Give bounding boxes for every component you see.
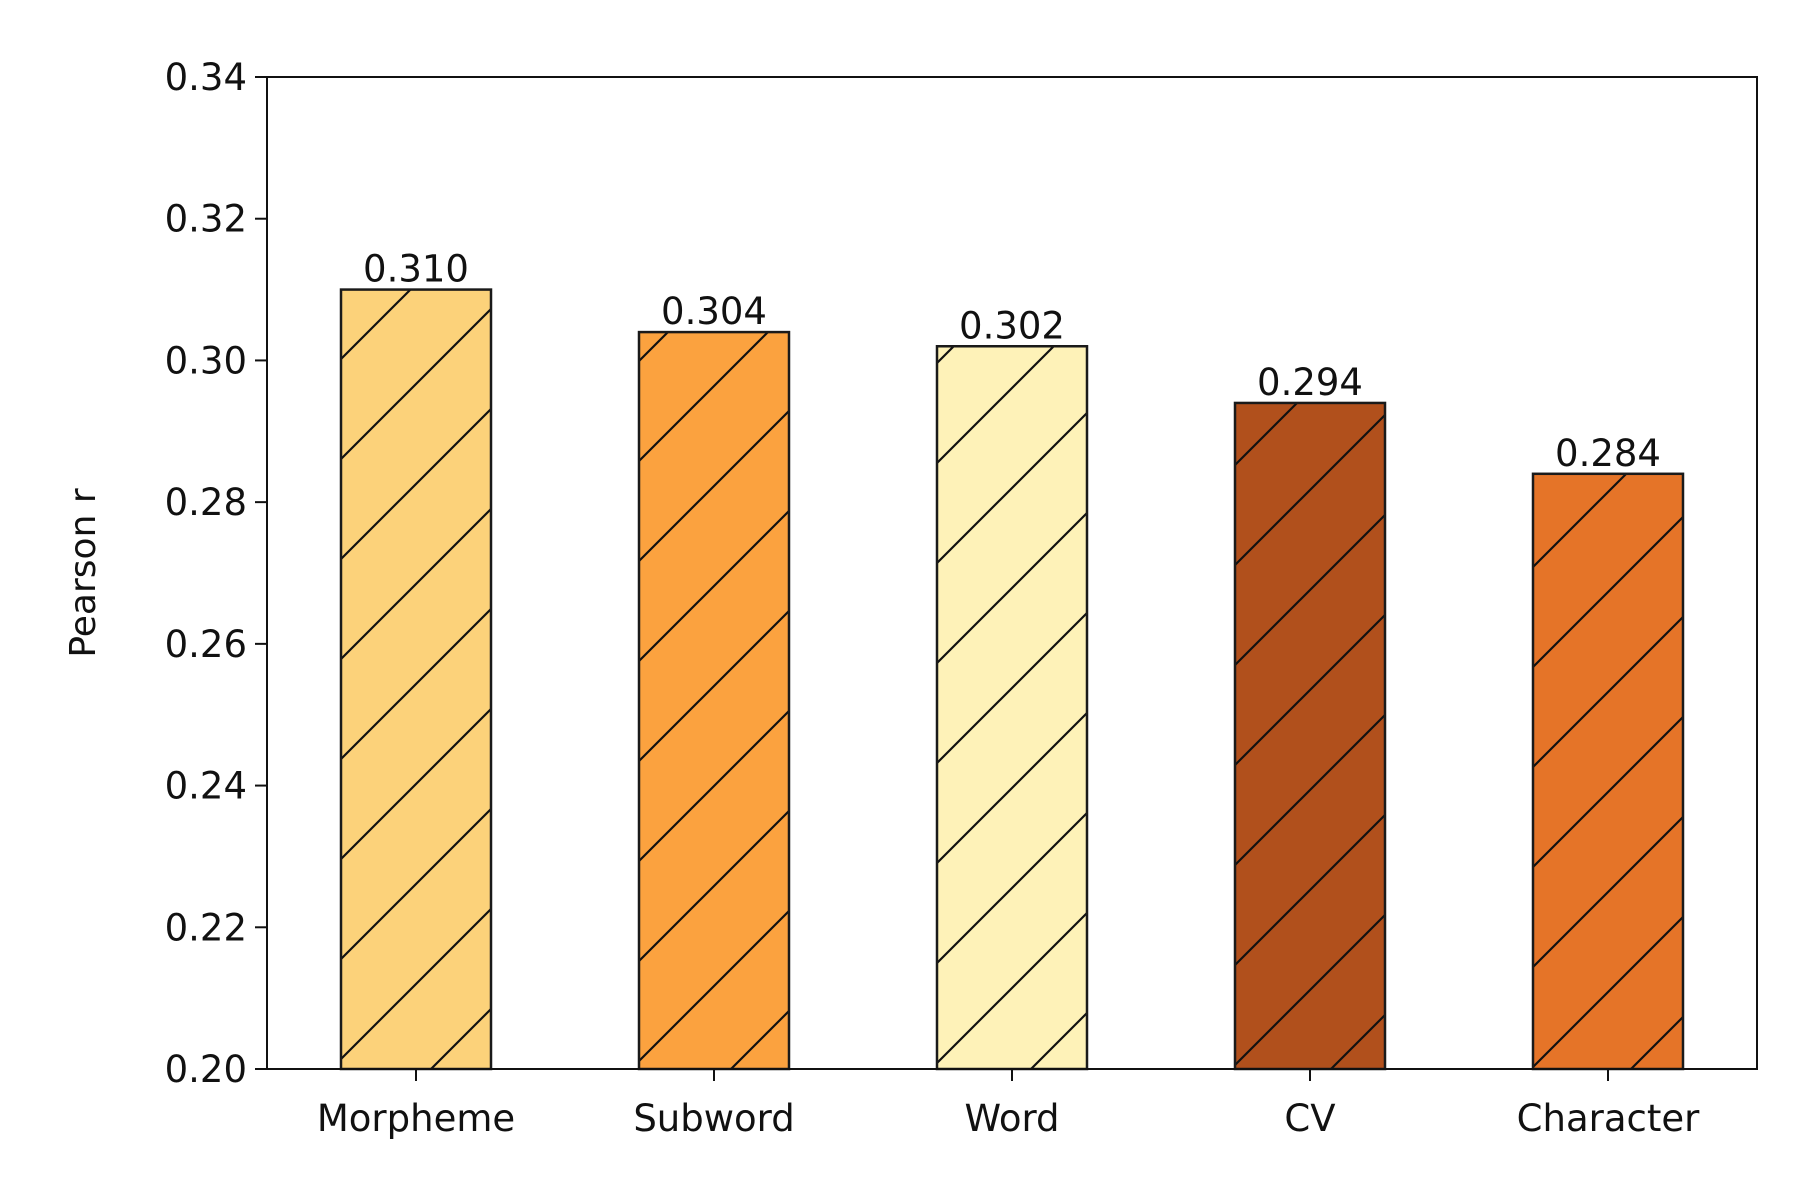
data-label-word: 0.302 xyxy=(959,304,1065,347)
y-tick-label: 0.26 xyxy=(165,623,247,666)
y-tick-label: 0.30 xyxy=(165,339,247,382)
bar-morpheme xyxy=(339,288,493,1071)
x-tick-label-subword: Subword xyxy=(633,1097,794,1140)
bar-subword xyxy=(637,330,791,1071)
bar-character xyxy=(1531,472,1685,1071)
x-tick-label-word: Word xyxy=(964,1097,1059,1140)
y-tick-label: 0.32 xyxy=(165,198,247,241)
y-tick-label: 0.34 xyxy=(165,56,247,99)
x-tick-label-morpheme: Morpheme xyxy=(317,1097,515,1140)
bars-layer xyxy=(339,288,1685,1071)
data-label-cv: 0.294 xyxy=(1257,361,1363,404)
y-tick-label: 0.20 xyxy=(165,1048,247,1091)
bar-cv xyxy=(1233,401,1387,1071)
axes-layer: 0.20 0.22 0.24 0.26 0.28 0.30 0.32 0.34 Morpheme… xyxy=(165,56,1758,1140)
data-label-morpheme: 0.310 xyxy=(363,248,469,291)
y-tick-label: 0.22 xyxy=(165,906,247,949)
x-tick-label-cv: CV xyxy=(1284,1097,1335,1140)
y-axis-label: Pearson r xyxy=(63,488,104,657)
data-label-subword: 0.304 xyxy=(661,290,767,333)
y-tick-label: 0.24 xyxy=(165,765,247,808)
data-labels-layer: 0.310 0.304 0.302 0.294 0.284 xyxy=(363,248,1661,475)
data-label-character: 0.284 xyxy=(1555,432,1661,475)
x-tick-label-character: Character xyxy=(1517,1097,1700,1140)
bar-word xyxy=(935,345,1089,1071)
y-tick-label: 0.28 xyxy=(165,481,247,524)
